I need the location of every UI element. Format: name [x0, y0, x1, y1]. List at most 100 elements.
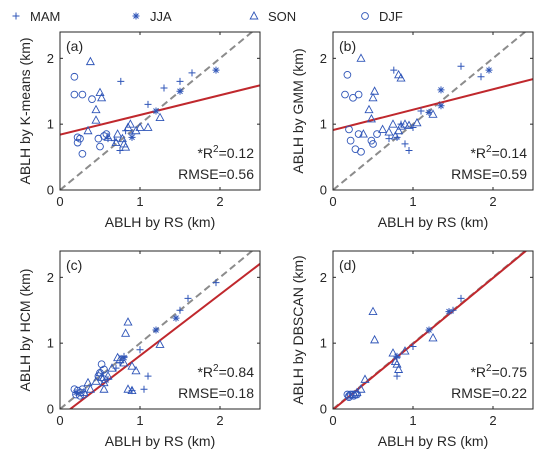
point-djf	[345, 393, 353, 402]
point-djf	[373, 130, 381, 138]
x-tick-label: 1	[409, 413, 416, 428]
y-tick-label: 1	[47, 336, 54, 351]
legend-label: MAM	[30, 9, 60, 24]
point-son	[99, 384, 109, 393]
point-son	[356, 384, 366, 393]
point-son	[119, 138, 129, 148]
point-son	[392, 359, 402, 368]
point-son	[95, 87, 105, 97]
point-son	[400, 346, 410, 355]
point-djf	[72, 390, 80, 399]
rmse-annotation: RMSE=0.56	[178, 166, 254, 182]
y-tick-label: 2	[320, 51, 327, 66]
point-jja	[212, 66, 220, 74]
axes-frame	[332, 250, 534, 410]
y-tick-label: 1	[320, 117, 327, 132]
point-djf	[357, 147, 365, 156]
point-mam	[477, 73, 485, 81]
point-jja	[425, 108, 433, 116]
r2-value: =0.84	[219, 364, 255, 380]
point-djf	[76, 391, 84, 400]
rmse-annotation: RMSE=0.22	[451, 385, 527, 401]
point-mam	[390, 66, 398, 74]
point-djf	[343, 70, 352, 79]
point-son	[360, 374, 370, 383]
point-mam	[144, 100, 152, 108]
x-axis-label: ABLH by RS (km)	[378, 433, 488, 449]
x-axis-label: ABLH by RS (km)	[105, 214, 215, 230]
point-mam	[212, 279, 220, 287]
point-son	[396, 73, 406, 82]
x-tick-label: 2	[216, 413, 223, 428]
point-son	[358, 129, 368, 138]
point-djf	[100, 375, 108, 384]
point-son	[97, 92, 107, 102]
y-axis-label: ABLH by K-means (km)	[17, 37, 33, 184]
point-djf	[78, 149, 87, 158]
one-to-one-line	[333, 32, 527, 190]
point-son	[91, 115, 101, 124]
point-djf	[346, 136, 355, 145]
y-tick-label: 2	[47, 51, 54, 66]
point-djf	[349, 391, 358, 400]
point-jja	[176, 87, 184, 95]
point-mam	[457, 62, 465, 70]
point-jja	[152, 326, 160, 334]
point-mam	[417, 107, 425, 115]
y-tick-label: 0	[47, 402, 54, 417]
point-son	[135, 122, 145, 131]
point-son	[107, 363, 117, 372]
point-djf	[345, 125, 353, 134]
panel-label: (c)	[66, 257, 82, 273]
point-son	[119, 357, 129, 367]
legend: MAM JJA SON DJF	[12, 9, 403, 24]
point-son	[91, 104, 101, 114]
r2-value: =0.12	[219, 145, 255, 161]
point-mam	[184, 294, 192, 302]
point-mam	[117, 77, 125, 85]
panels: 0 1 2 0 1 2 ABLH by RS (km) ABLH by K-means (km…	[17, 31, 534, 449]
y-tick-label: 1	[47, 117, 54, 132]
panel-label: (b)	[339, 38, 356, 54]
point-son	[83, 125, 93, 135]
point-son	[131, 365, 141, 375]
point-son	[368, 306, 378, 316]
legend-marker-asterisk	[132, 12, 140, 20]
point-son	[121, 328, 131, 337]
point-son	[370, 86, 380, 95]
rmse-annotation: RMSE=0.18	[178, 385, 254, 401]
x-tick-label: 0	[329, 194, 336, 209]
point-son	[143, 122, 153, 131]
point-son	[428, 332, 438, 342]
point-mam	[160, 84, 168, 92]
point-djf	[349, 93, 357, 102]
r2-superscript: 2	[486, 144, 492, 155]
panel-label: (d)	[339, 257, 356, 273]
point-djf	[102, 130, 111, 138]
x-tick-label: 1	[409, 194, 416, 209]
r2-prefix: *R	[197, 364, 213, 380]
x-axis-label: ABLH by RS (km)	[378, 214, 488, 230]
point-jja	[120, 354, 128, 362]
point-son	[384, 127, 394, 136]
point-son	[390, 131, 400, 140]
point-djf	[354, 130, 363, 138]
y-axis-label: ABLH by HCM (km)	[17, 269, 33, 392]
point-son	[85, 384, 95, 393]
point-djf	[354, 90, 363, 99]
point-son	[117, 133, 127, 143]
x-tick-label: 0	[56, 194, 63, 209]
point-son	[394, 125, 404, 135]
point-djf	[349, 390, 357, 399]
point-son	[111, 137, 121, 147]
rmse-annotation: RMSE=0.59	[451, 166, 527, 182]
point-djf	[70, 72, 79, 81]
point-mam	[401, 140, 409, 148]
plot-area	[60, 251, 260, 409]
y-axis-label: ABLH by DBSCAN (km)	[290, 255, 306, 404]
fit-line	[333, 78, 533, 132]
point-son	[364, 104, 374, 114]
